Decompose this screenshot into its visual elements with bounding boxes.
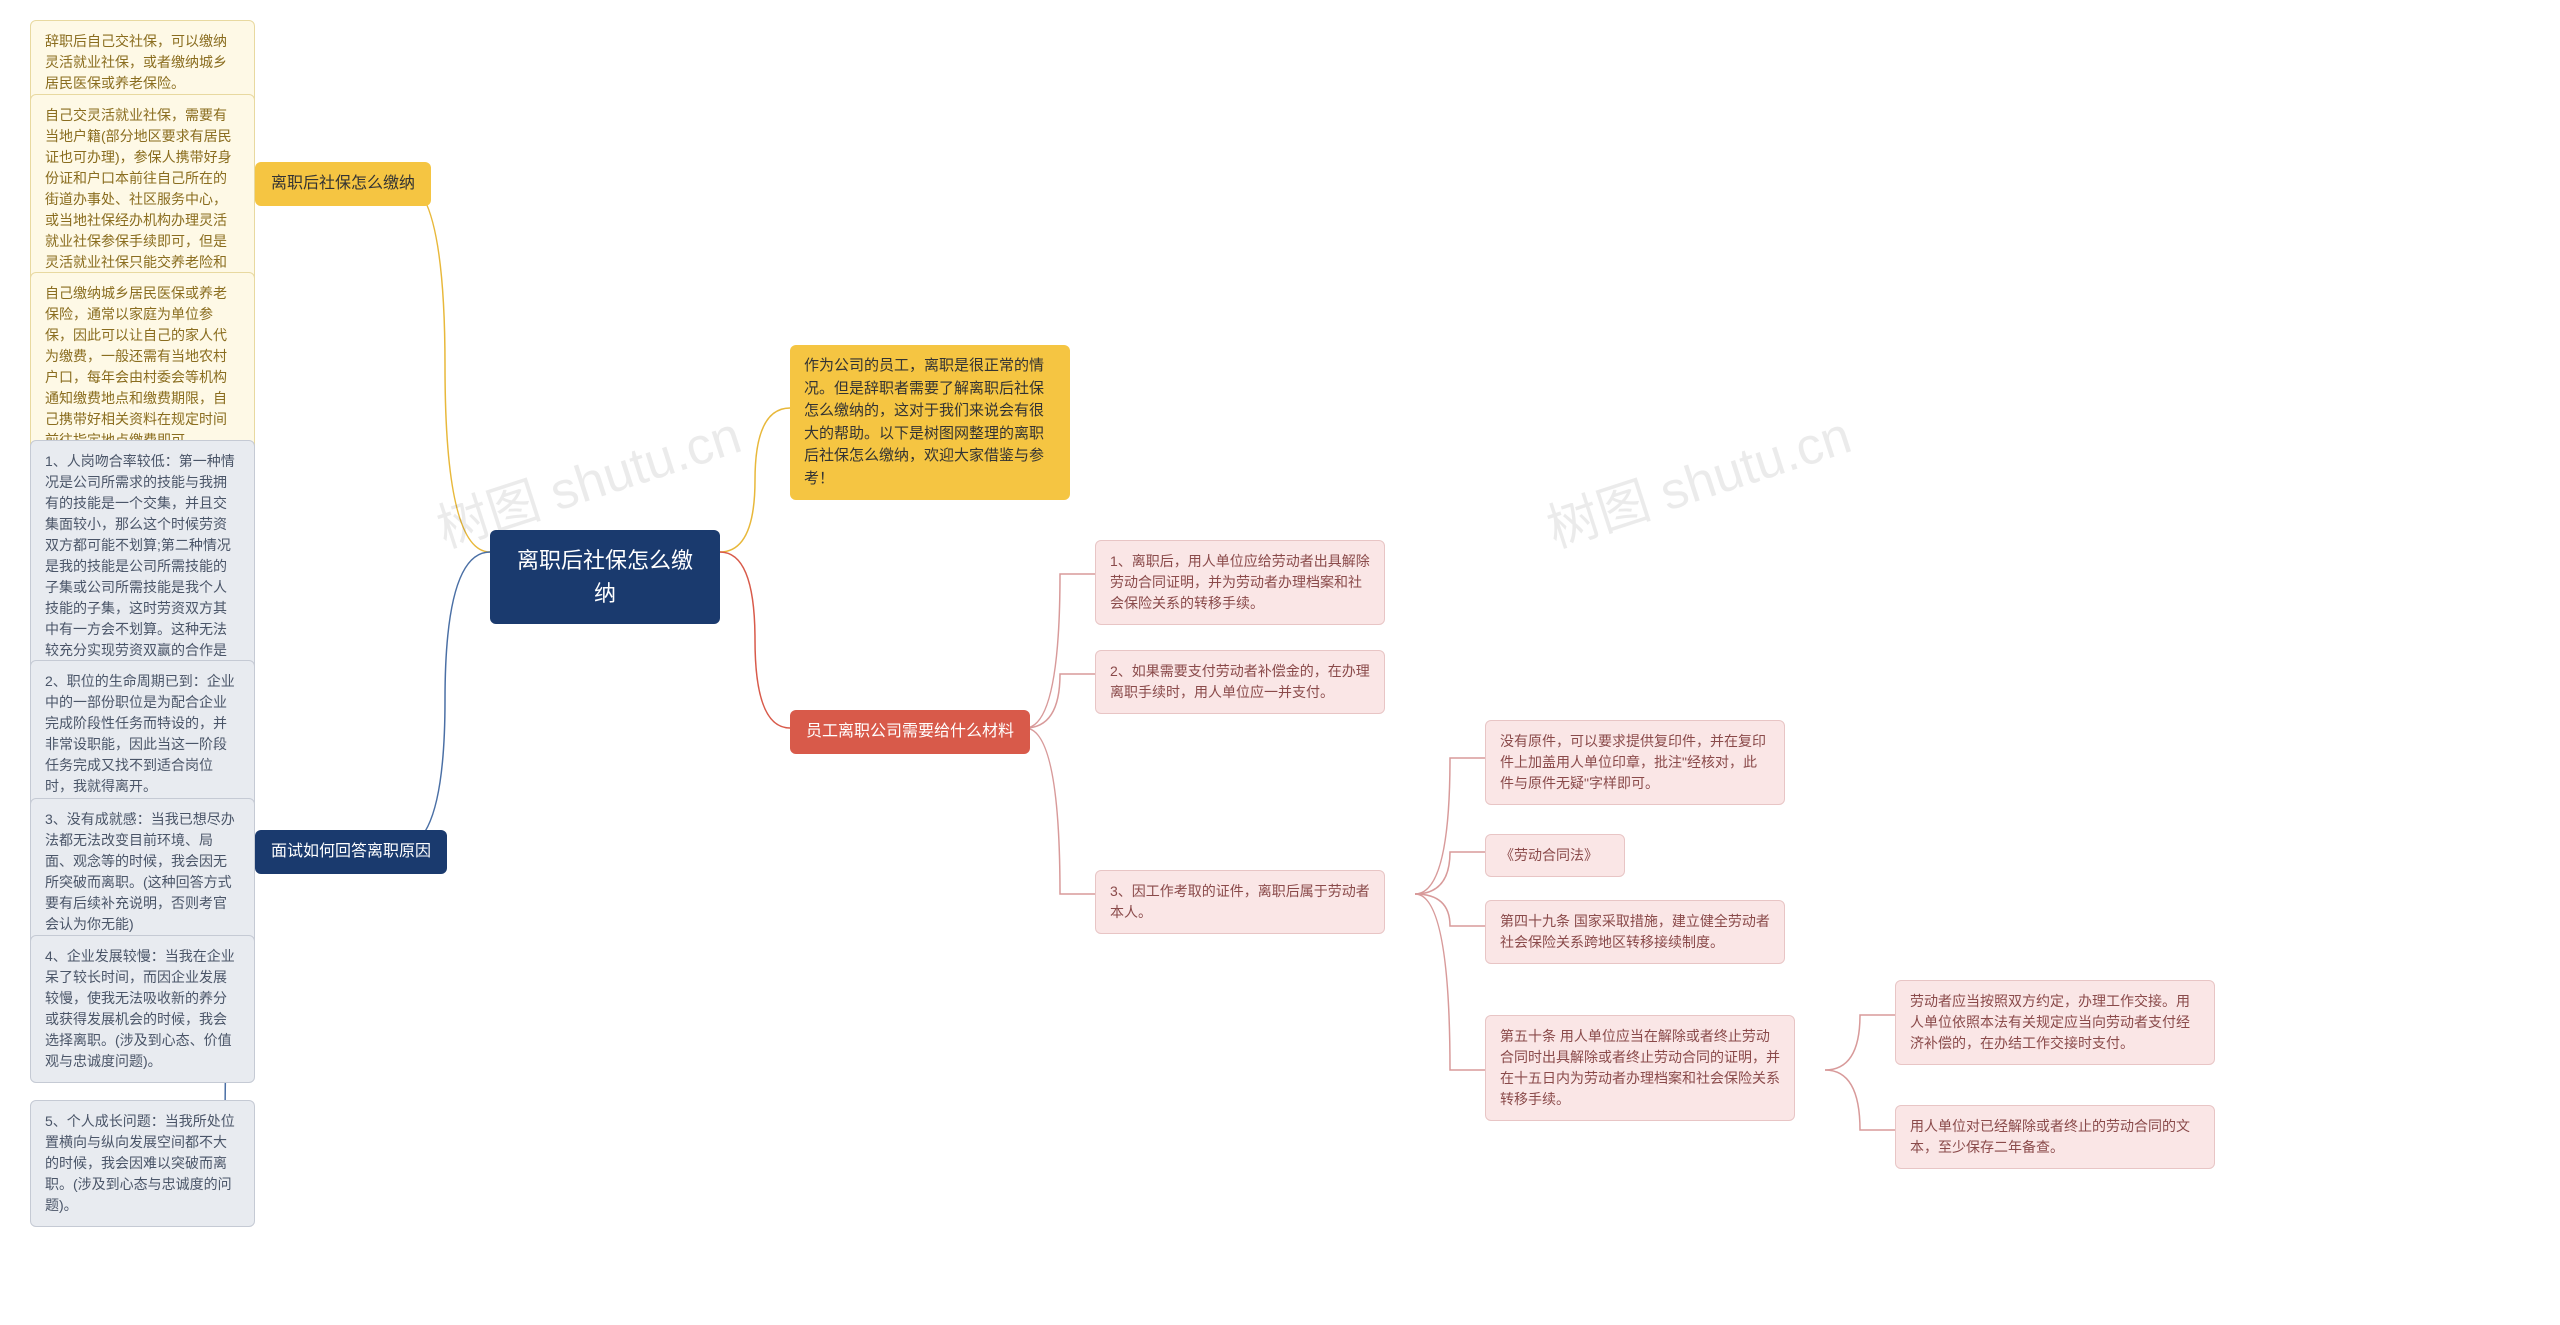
pink-leaf: 2、如果需要支付劳动者补偿金的，在办理离职手续时，用人单位应一并支付。 [1095, 650, 1385, 714]
pink-subleaf: 第四十九条 国家采取措施，建立健全劳动者社会保险关系跨地区转移接续制度。 [1485, 900, 1785, 964]
branch-yellow-title: 离职后社保怎么缴纳 [255, 162, 431, 206]
intro-node: 作为公司的员工，离职是很正常的情况。但是辞职者需要了解离职后社保怎么缴纳的，这对… [790, 345, 1070, 500]
pink-subleaf: 第五十条 用人单位应当在解除或者终止劳动合同时出具解除或者终止劳动合同的证明，并… [1485, 1015, 1795, 1121]
blue-leaf: 4、企业发展较慢：当我在企业呆了较长时间，而因企业发展较慢，使我无法吸收新的养分… [30, 935, 255, 1083]
blue-leaf: 5、个人成长问题：当我所处位置横向与纵向发展空间都不大的时候，我会因难以突破而离… [30, 1100, 255, 1227]
pink-subsubleaf: 用人单位对已经解除或者终止的劳动合同的文本，至少保存二年备查。 [1895, 1105, 2215, 1169]
pink-subsubleaf: 劳动者应当按照双方约定，办理工作交接。用人单位依照本法有关规定应当向劳动者支付经… [1895, 980, 2215, 1065]
pink-subleaf: 没有原件，可以要求提供复印件，并在复印件上加盖用人单位印章，批注"经核对，此件与… [1485, 720, 1785, 805]
branch-blue-title: 面试如何回答离职原因 [255, 830, 447, 874]
blue-leaf: 3、没有成就感：当我已想尽办法都无法改变目前环境、局面、观念等的时候，我会因无所… [30, 798, 255, 946]
pink-subleaf: 《劳动合同法》 [1485, 834, 1625, 877]
yellow-leaf: 辞职后自己交社保，可以缴纳灵活就业社保，或者缴纳城乡居民医保或养老保险。 [30, 20, 255, 105]
pink-leaf: 1、离职后，用人单位应给劳动者出具解除劳动合同证明，并为劳动者办理档案和社会保险… [1095, 540, 1385, 625]
yellow-leaf: 自己缴纳城乡居民医保或养老保险，通常以家庭为单位参保，因此可以让自己的家人代为缴… [30, 272, 255, 462]
pink-leaf: 3、因工作考取的证件，离职后属于劳动者本人。 [1095, 870, 1385, 934]
root-node: 离职后社保怎么缴纳 [490, 530, 720, 624]
watermark: 树图 shutu.cn [1536, 393, 1859, 562]
blue-leaf: 2、职位的生命周期已到：企业中的一部份职位是为配合企业完成阶段性任务而特设的，并… [30, 660, 255, 808]
branch-red-title: 员工离职公司需要给什么材料 [790, 710, 1030, 754]
